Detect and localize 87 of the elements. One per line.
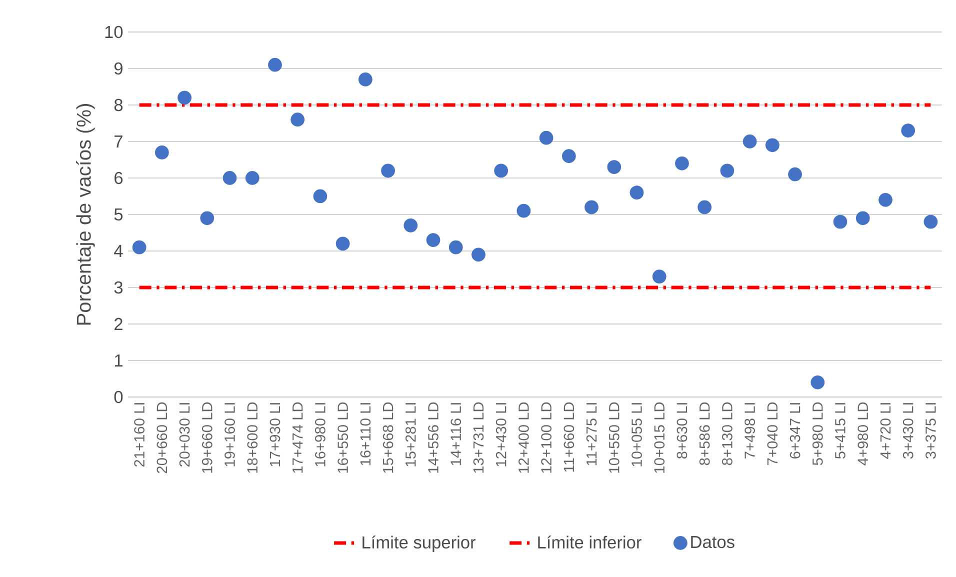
x-tick-label: 6+347 LI <box>790 403 800 458</box>
point <box>856 211 870 226</box>
point <box>472 248 486 262</box>
legend-label: Datos <box>691 536 734 548</box>
point <box>810 375 825 390</box>
x-tick-label: 21+160 LI <box>134 403 145 467</box>
x-tick-label: 12+100 LD <box>541 402 552 473</box>
x-tick-label: 20+030 LI <box>179 403 190 467</box>
point <box>200 211 214 226</box>
point <box>878 192 892 207</box>
x-tick-label: 12+400 LD <box>518 402 529 473</box>
x-tick-label: 17+474 LD <box>292 402 303 473</box>
x-tick-label: 15+281 LI <box>405 403 416 466</box>
point <box>607 160 622 174</box>
point <box>178 90 192 105</box>
point <box>268 58 282 72</box>
point <box>742 134 757 148</box>
x-tick-label: 19+160 LI <box>224 403 235 466</box>
x-tick-label: 8+630 LI <box>676 403 688 459</box>
x-tick-label: 13+731 LD <box>473 402 484 473</box>
x-tick-label: 8+130 LD <box>722 402 732 466</box>
y-tick-label: 9 <box>114 62 122 75</box>
x-tick-label: 16+550 LD <box>338 402 348 473</box>
x-tick-label: 16+980 LI <box>315 403 326 466</box>
x-tick-label: 14+116 LI <box>450 403 462 466</box>
y-tick-label: 6 <box>114 172 123 184</box>
x-tick-label: 8+586 LD <box>699 402 710 466</box>
x-tick-label: 15+668 LD <box>382 402 394 473</box>
point <box>720 164 734 178</box>
y-axis-title: Porcentaje de vacíos (%) <box>76 104 95 325</box>
x-tick-label: 17+930 LI <box>270 403 280 466</box>
point <box>448 240 463 254</box>
point <box>765 138 780 152</box>
point <box>901 124 916 138</box>
y-tick-label: 7 <box>114 136 122 148</box>
x-tick-label: 3+430 LI <box>902 403 914 459</box>
point <box>539 130 554 145</box>
y-tick-label: 0 <box>114 390 123 404</box>
x-tick-label: 4+980 LD <box>858 402 868 466</box>
point <box>675 156 689 170</box>
x-tick-label: 12+430 LI <box>496 403 506 466</box>
point <box>562 149 576 164</box>
y-tick-label: 8 <box>114 98 123 112</box>
point <box>652 270 666 284</box>
point <box>788 167 802 182</box>
x-tick-label: 19+660 LD <box>202 402 212 473</box>
x-tick-label: 3+375 LI <box>926 403 936 459</box>
x-tick-label: 5+980 LD <box>812 402 823 466</box>
y-tick-label: 10 <box>105 26 123 38</box>
point <box>698 200 712 214</box>
point <box>245 171 260 185</box>
point <box>584 200 598 214</box>
x-tick-label: 10+055 LI <box>632 403 642 466</box>
x-tick-label: 11+275 LI <box>586 403 597 466</box>
x-tick-label: 7+040 LD <box>767 402 778 465</box>
x-tick-label: 18+600 LD <box>247 402 258 473</box>
point <box>404 218 418 232</box>
y-tick-label: 1 <box>114 354 122 366</box>
point <box>516 204 531 218</box>
x-tick-label: 5+415 LI <box>835 403 846 459</box>
x-tick-label: 10+015 LD <box>654 402 665 473</box>
point <box>222 171 237 185</box>
y-tick-label: 5 <box>114 208 123 221</box>
x-tick-label: 4+720 LI <box>880 403 891 459</box>
x-tick-label: 14+556 LD <box>428 402 438 473</box>
legend-label: Límite inferior <box>538 536 642 549</box>
point <box>630 186 644 200</box>
point <box>924 214 938 229</box>
point <box>290 112 305 127</box>
point <box>132 240 146 254</box>
y-tick-label: 4 <box>114 245 123 257</box>
x-tick-label: 10+550 LD <box>608 402 620 473</box>
y-tick-label: 3 <box>114 281 123 294</box>
x-tick-label: 7+498 LI <box>744 403 756 458</box>
point <box>426 233 440 247</box>
x-tick-label: 16+110 LI <box>360 403 371 466</box>
x-tick-label: 20+660 LD <box>156 402 168 474</box>
legend-label: Límite superior <box>362 536 476 552</box>
point <box>358 72 372 86</box>
x-tick-label: 11+660 LD <box>564 402 574 472</box>
point <box>313 189 328 204</box>
point <box>154 146 169 160</box>
point <box>833 214 848 229</box>
point <box>336 236 350 251</box>
y-tick-label: 2 <box>114 318 122 330</box>
point <box>494 164 508 178</box>
point <box>381 164 395 178</box>
